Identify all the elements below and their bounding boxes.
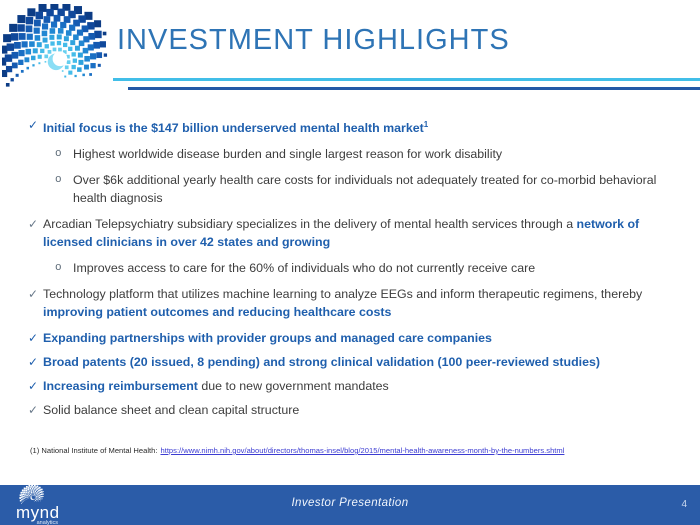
footer-logo-sub: analytics	[36, 520, 58, 525]
bullet-item: ✓ Broad patents (20 issued, 8 pending) an…	[28, 353, 686, 371]
bullet-list: ✓ Initial focus is the $147 billion under…	[28, 116, 686, 425]
bullet-text: Over $6k additional yearly health care c…	[73, 173, 657, 206]
check-bullet-icon: ✓	[28, 403, 39, 418]
circle-bullet-icon: o	[55, 174, 62, 187]
check-bullet-icon: ✓	[28, 287, 39, 302]
header-rule-light	[113, 78, 700, 81]
page-number: 4	[681, 499, 687, 510]
sub-bullet-item: o Over $6k additional yearly health care …	[28, 171, 686, 207]
bullet-item: ✓ Solid balance sheet and clean capital s…	[28, 401, 686, 419]
bullet-text: Improves access to care for the 60% of i…	[73, 261, 536, 276]
footer-bar: mynd analytics Investor Presentation 4	[0, 485, 700, 525]
check-bullet-icon: ✓	[28, 355, 39, 370]
check-bullet-icon: ✓	[28, 118, 39, 132]
bullet-item: ✓ Increasing reimbursement due to new gov…	[28, 377, 686, 395]
mynd-logo-swirl-icon	[19, 485, 44, 504]
bullet-text: Arcadian Telepsychiatry subsidiary speci…	[43, 217, 640, 250]
check-bullet-icon: ✓	[28, 217, 39, 232]
slide-title: INVESTMENT HIGHLIGHTS	[117, 24, 510, 56]
circle-bullet-icon: o	[55, 262, 62, 275]
sub-bullet-item: o Highest worldwide disease burden and si…	[28, 145, 686, 163]
bullet-text: Technology platform that utilizes machin…	[43, 287, 643, 320]
check-bullet-icon: ✓	[28, 331, 39, 346]
mynd-logo-swirl-icon	[2, 4, 108, 87]
bullet-item: ✓ Expanding partnerships with provider gr…	[28, 329, 686, 347]
bullet-text: Highest worldwide disease burden and sin…	[73, 147, 503, 162]
sub-bullet-item: o Improves access to care for the 60% of …	[28, 259, 686, 277]
bullet-item: ✓ Arcadian Telepsychiatry subsidiary spec…	[28, 215, 686, 251]
bullet-item: ✓ Technology platform that utilizes machi…	[28, 285, 686, 321]
check-bullet-icon: ✓	[28, 379, 39, 394]
footer-logo-name: mynd	[16, 503, 60, 522]
bullet-text: Broad patents (20 issued, 8 pending) and…	[43, 355, 601, 370]
circle-bullet-icon: o	[55, 148, 62, 161]
footer-logo: mynd analytics	[16, 485, 72, 525]
footer-title: Investor Presentation	[291, 497, 409, 509]
bullet-text: Initial focus is the $147 billion unders…	[43, 120, 429, 136]
bullet-text: Increasing reimbursement due to new gove…	[43, 379, 389, 394]
bullet-text: Expanding partnerships with provider gro…	[43, 331, 492, 346]
header-rule-dark	[128, 87, 700, 90]
bullet-item: ✓ Initial focus is the $147 billion under…	[28, 116, 686, 137]
footnote: (1) National Institute of Mental Health:…	[30, 446, 564, 455]
footnote-link[interactable]: https://www.nimh.nih.gov/about/directors…	[160, 446, 565, 455]
footnote-label: (1) National Institute of Mental Health:	[30, 446, 158, 455]
bullet-text: Solid balance sheet and clean capital st…	[43, 403, 300, 418]
